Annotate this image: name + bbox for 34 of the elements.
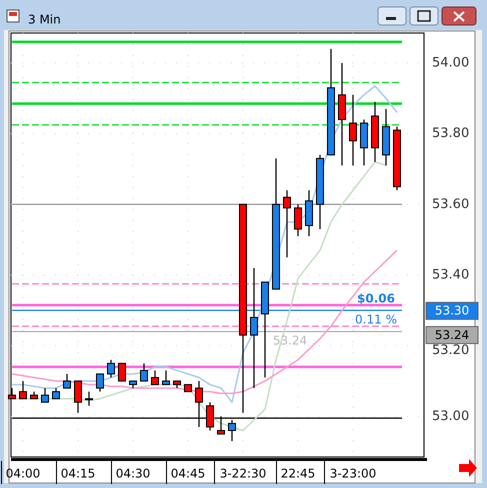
annotation: 53.24 — [272, 334, 308, 348]
y-tick-label: 54.00 — [432, 56, 470, 71]
candlestick — [52, 388, 60, 400]
candlestick — [294, 204, 302, 237]
x-tick-label: 04:30 — [116, 466, 150, 480]
candlestick — [41, 388, 49, 403]
chart-title: 3 Min — [28, 12, 61, 26]
candlestick — [140, 362, 148, 382]
x-tick-label: 22:45 — [280, 466, 316, 480]
candlestick — [349, 94, 357, 166]
candlestick — [63, 373, 71, 389]
ref-line-label: 53.30 — [434, 304, 470, 318]
annotation: $0.06 — [357, 291, 395, 306]
candlestick — [74, 380, 82, 414]
x-tick-label: 3-22:30 — [220, 466, 266, 480]
ref-line-label: 53.24 — [434, 328, 470, 342]
y-tick-label: 53.60 — [432, 196, 470, 212]
candlestick — [151, 370, 159, 386]
candlestick — [162, 370, 170, 386]
x-tick-label: 04:15 — [60, 466, 96, 480]
y-tick-label: 53.20 — [432, 343, 470, 358]
candlestick — [107, 359, 115, 378]
x-tick-label: 04:00 — [6, 466, 40, 480]
annotation: 0.11 % — [355, 312, 397, 326]
candlestick — [96, 373, 104, 392]
candlestick — [19, 380, 27, 400]
candlestick — [85, 391, 93, 406]
x-tick-label: 04:45 — [170, 466, 206, 480]
candlestick — [118, 362, 126, 382]
y-tick-label: 53.00 — [432, 408, 470, 424]
y-tick-label: 53.80 — [432, 126, 470, 142]
x-tick-label: 3-23:00 — [330, 466, 376, 480]
y-tick-label: 53.40 — [432, 268, 470, 283]
candlestick — [283, 190, 291, 258]
